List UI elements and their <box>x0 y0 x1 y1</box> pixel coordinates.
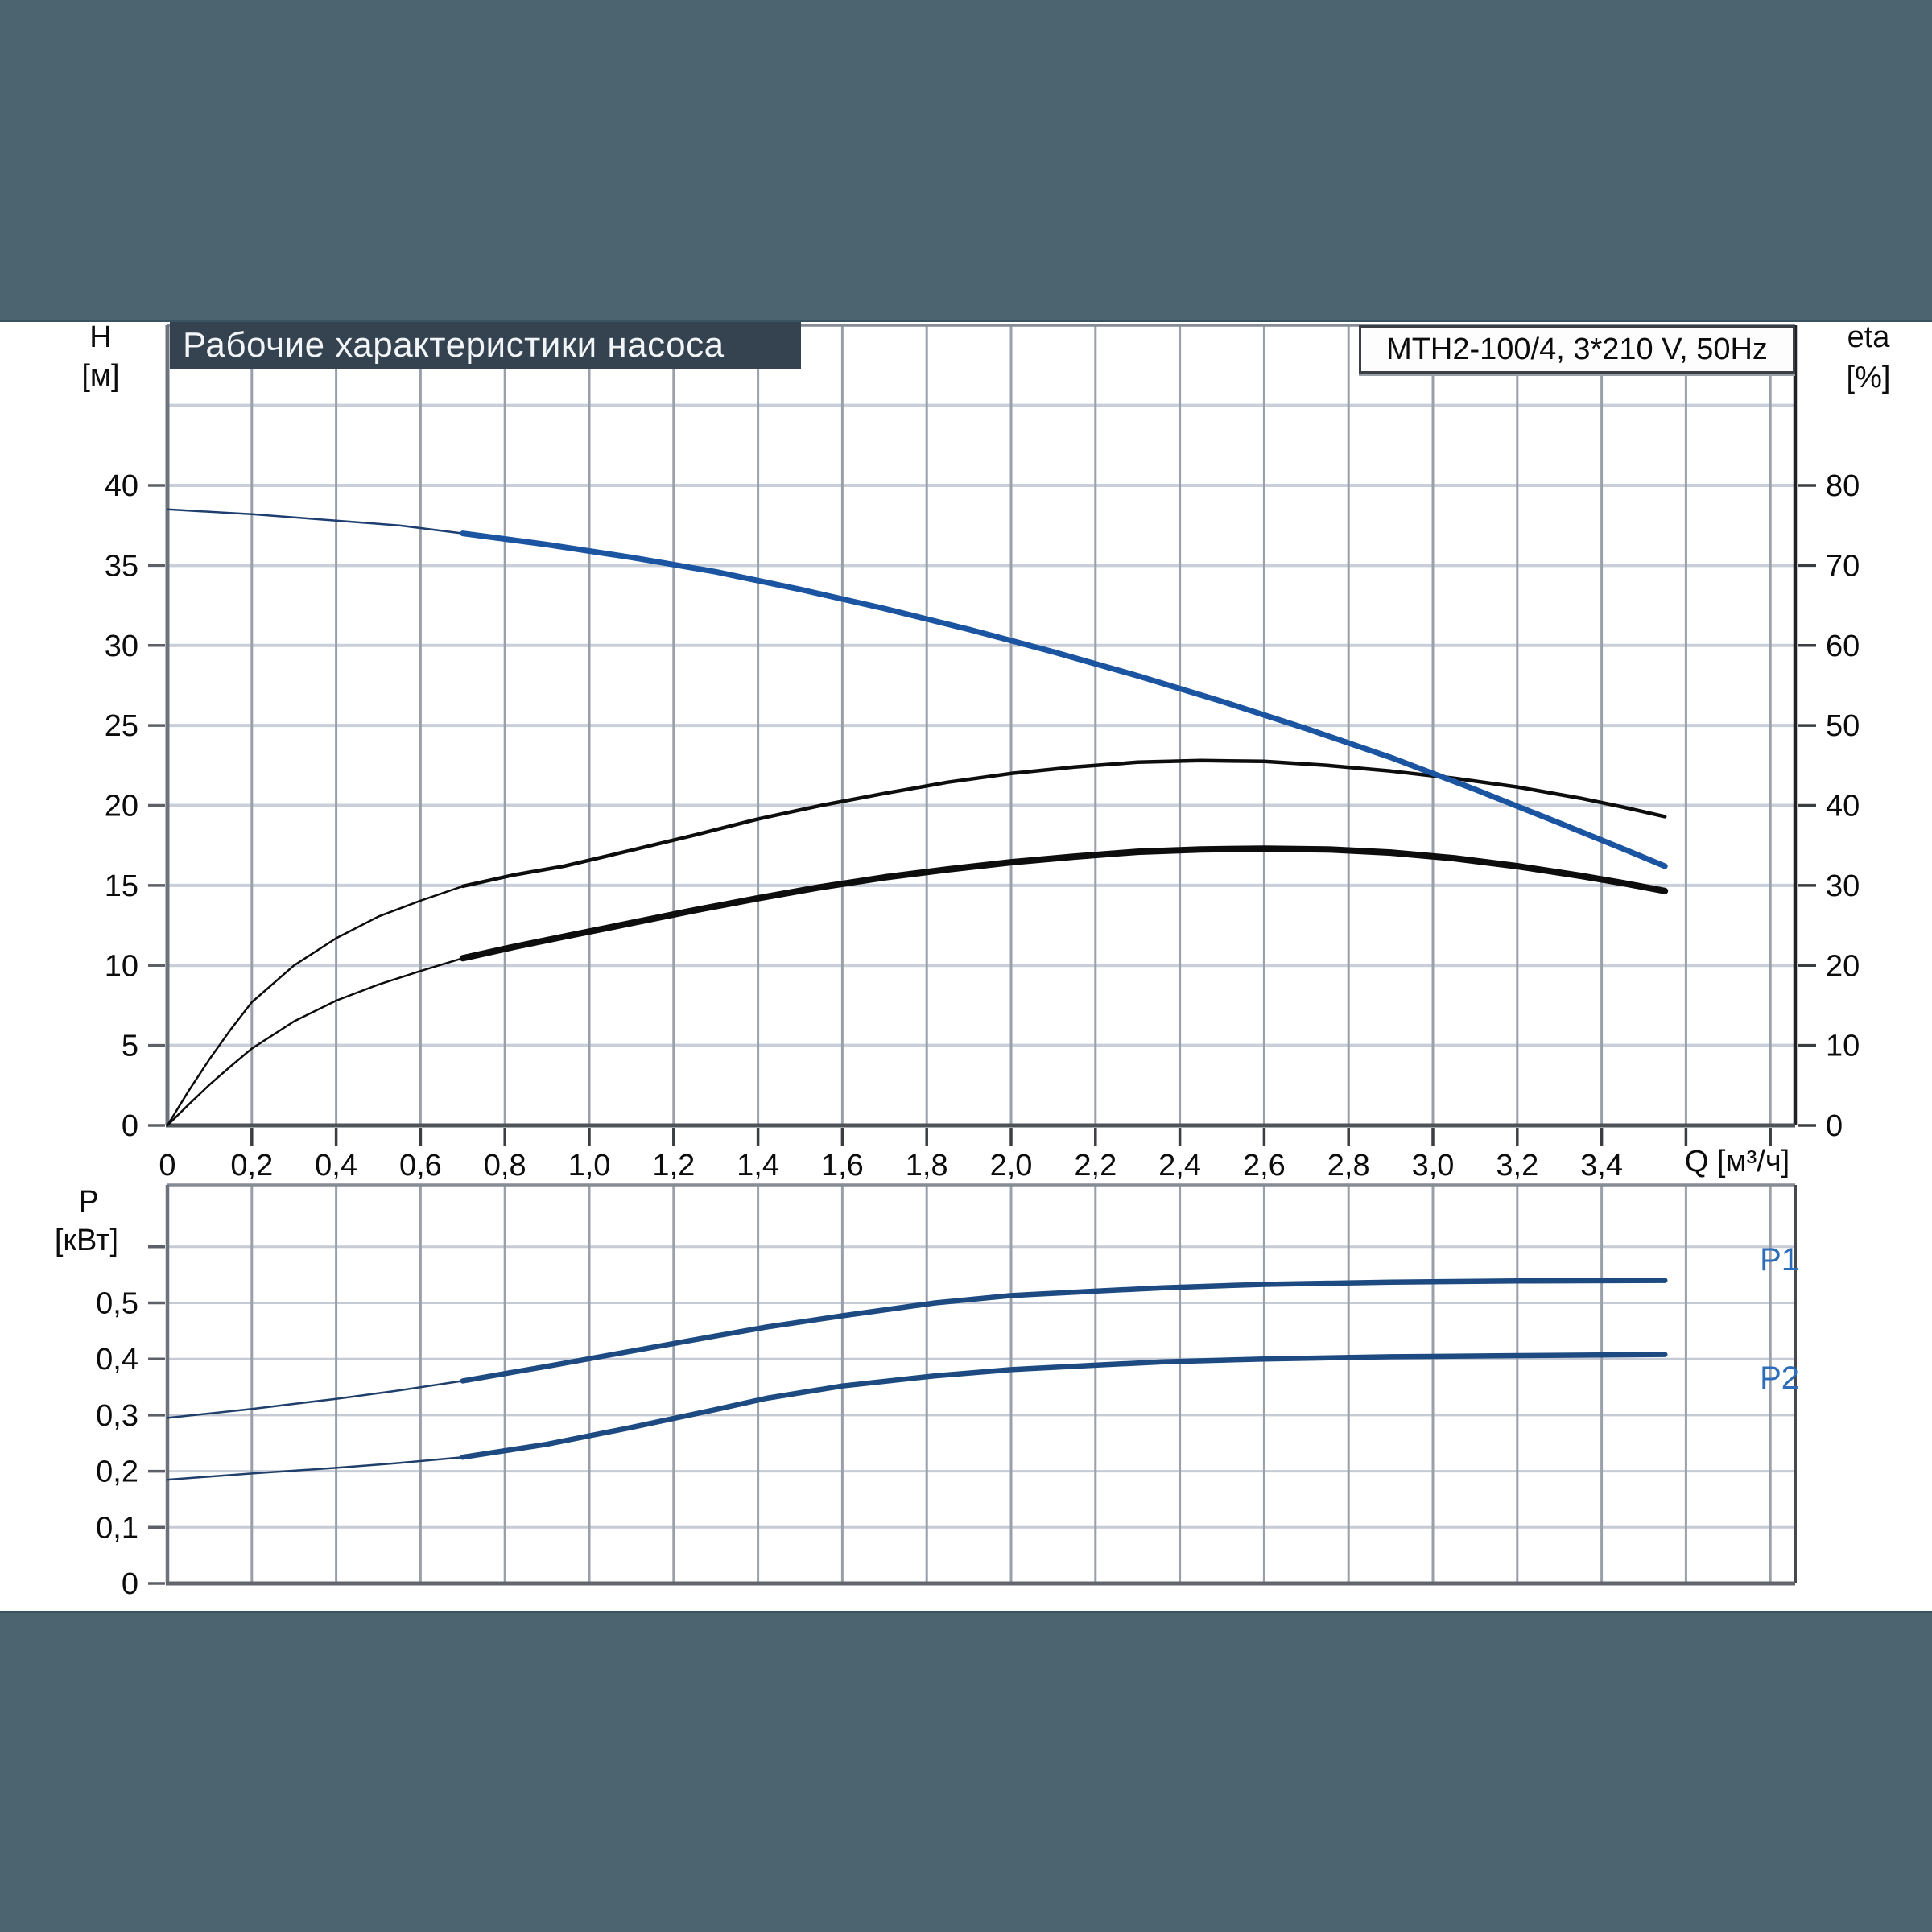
q-axis-tick-label: 0,6 <box>399 1149 442 1183</box>
q-axis-tick-label: 3,0 <box>1412 1149 1455 1183</box>
top-band <box>0 0 1932 322</box>
q-axis-tick-label: 0,2 <box>230 1149 273 1183</box>
h-axis-tick-label: 40 <box>105 469 138 503</box>
q-axis-tick-label: 3,2 <box>1496 1149 1538 1183</box>
eta-pump-curve-thin <box>166 885 464 1127</box>
q-axis-tick-label: 1,6 <box>821 1149 864 1183</box>
h-axis-tick-label: 5 <box>122 1030 138 1063</box>
p-axis-name: P <box>78 1185 99 1219</box>
p-axis-tick-label: 0,2 <box>96 1455 138 1489</box>
q-axis-tick-label: 2,0 <box>990 1149 1033 1183</box>
p-axis-tick-label: 0,5 <box>96 1287 138 1321</box>
chart-title-bar: Рабочие характеристики насоса <box>170 322 801 369</box>
p-axis-tick-label: 0,3 <box>96 1399 138 1433</box>
eta-axis-tick-label: 60 <box>1826 630 1860 663</box>
p-axis-unit: [кВт] <box>54 1224 119 1257</box>
h-axis-tick-label: 20 <box>105 790 138 824</box>
q-axis-tick-label: 0,4 <box>315 1149 357 1183</box>
p2-curve-thin <box>166 1455 464 1481</box>
q-axis-tick-label: 2,4 <box>1158 1149 1201 1183</box>
h-axis-tick-label: 10 <box>105 949 138 983</box>
eta-axis-tick-label: 70 <box>1826 549 1860 583</box>
q-axis-tick-label: 1,0 <box>568 1149 611 1183</box>
q-axis-tick-label: 2,2 <box>1074 1149 1117 1183</box>
pump-model-text: MTH2-100/4, 3*210 V, 50Hz <box>1386 332 1768 366</box>
h-axis-tick-label: 15 <box>105 869 138 903</box>
q-axis-label: Q [м³/ч] <box>1684 1145 1790 1179</box>
p-axis-tick-label: 0,1 <box>96 1511 138 1545</box>
h-axis-unit: [м] <box>81 359 120 393</box>
q-axis-tick-label: 3,4 <box>1580 1149 1623 1183</box>
p1-curve-thin <box>166 1380 464 1419</box>
pump-model-box: MTH2-100/4, 3*210 V, 50Hz <box>1359 325 1795 374</box>
p2-curve <box>460 1352 1668 1460</box>
h-axis-tick-label: 35 <box>105 549 138 583</box>
q-axis-tick-label: 2,6 <box>1243 1149 1286 1183</box>
eta-axis-tick-label: 10 <box>1826 1030 1860 1063</box>
q-axis-tick-label: 1,2 <box>652 1149 695 1183</box>
h-axis-tick-label: 25 <box>105 709 138 743</box>
h-axis-tick-label: 0 <box>122 1109 138 1143</box>
eta-axis-tick-label: 40 <box>1826 790 1860 824</box>
h-axis-tick-label: 30 <box>105 630 138 663</box>
q-axis-tick-label: 2,8 <box>1327 1149 1370 1183</box>
q-axis-tick-label: 1,4 <box>737 1149 779 1183</box>
series-label-p2: P2 <box>1760 1360 1799 1396</box>
h-axis-name: H <box>89 320 112 354</box>
eta-total-curve <box>459 845 1669 962</box>
series-label-p1: P1 <box>1760 1242 1799 1278</box>
eta-axis-tick-label: 20 <box>1826 949 1860 983</box>
eta-axis-name: eta <box>1847 320 1890 354</box>
bottom-band <box>0 1611 1932 1932</box>
chart-title: Рабочие характеристики насоса <box>183 325 724 365</box>
eta-axis-tick-label: 50 <box>1826 709 1860 743</box>
q-axis-tick-label: 1,8 <box>906 1149 948 1183</box>
q-axis-tick-label: 0 <box>159 1149 175 1183</box>
p-axis-tick-label: 0,4 <box>96 1343 138 1377</box>
p-axis-tick-label: 0 <box>122 1567 138 1601</box>
p1-curve <box>460 1278 1668 1384</box>
q-axis-tick-label: 0,8 <box>484 1149 526 1183</box>
eta-axis-tick-label: 0 <box>1826 1109 1843 1143</box>
eta-pump-curve <box>460 758 1667 889</box>
eta-total-curve-thin <box>166 957 464 1127</box>
head-curve <box>460 530 1668 869</box>
eta-axis-tick-label: 30 <box>1826 869 1860 903</box>
eta-axis-tick-label: 80 <box>1826 469 1860 503</box>
head-curve-thin <box>166 508 464 535</box>
eta-axis-unit: [%] <box>1846 361 1891 394</box>
